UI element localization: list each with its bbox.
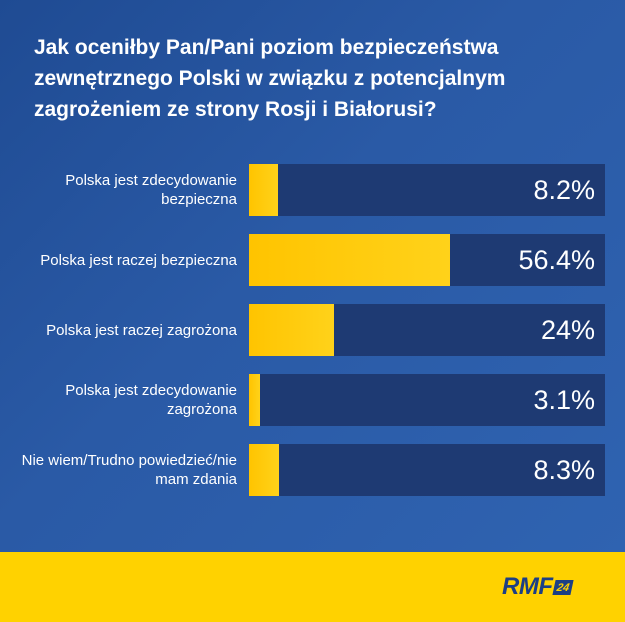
value-label: 8.2% — [533, 174, 595, 205]
footer-band — [0, 552, 625, 622]
category-label: Polska jest zdecydowanie zagrożona — [65, 382, 237, 418]
value-label: 3.1% — [533, 384, 595, 415]
category-label: Polska jest raczej zagrożona — [46, 321, 237, 339]
bar — [249, 444, 279, 496]
bar — [249, 164, 279, 216]
chart-title: Jak oceniłby Pan/Pani poziom bezpieczeńs… — [34, 36, 506, 121]
bar-row: Polska jest zdecydowanie bezpieczna 8.2% — [0, 164, 625, 216]
category-label: Polska jest zdecydowanie bezpieczna — [65, 172, 237, 208]
bar-track: 3.1% — [249, 374, 605, 426]
value-label: 24% — [540, 314, 595, 345]
bar-row: Nie wiem/Trudno powiedzieć/nie mam zdani… — [0, 444, 625, 496]
bar — [249, 234, 450, 286]
bar-chart: Polska jest zdecydowanie bezpieczna 8.2% P… — [0, 164, 625, 496]
value-label: 56.4% — [518, 244, 595, 275]
logo-text: RMF — [502, 573, 553, 600]
bar-row: Polska jest raczej zagrożona 24% — [0, 304, 625, 356]
bar-row: Polska jest raczej bezpieczna 56.4% — [0, 234, 625, 286]
logo-number: 24 — [552, 579, 575, 595]
bar-track: 8.3% — [249, 444, 605, 496]
bar-row: Polska jest zdecydowanie zagrożona 3.1% — [0, 374, 625, 426]
bar — [249, 304, 335, 356]
category-label: Polska jest raczej bezpieczna — [40, 251, 237, 269]
bar — [249, 374, 261, 426]
rmf24-logo: RMF 24 — [502, 573, 575, 600]
category-label: Nie wiem/Trudno powiedzieć/nie mam zdani… — [21, 452, 237, 488]
bar-track: 56.4% — [249, 234, 605, 286]
value-label: 8.3% — [533, 454, 595, 485]
bar-track: 8.2% — [249, 164, 605, 216]
bar-track: 24% — [249, 304, 605, 356]
